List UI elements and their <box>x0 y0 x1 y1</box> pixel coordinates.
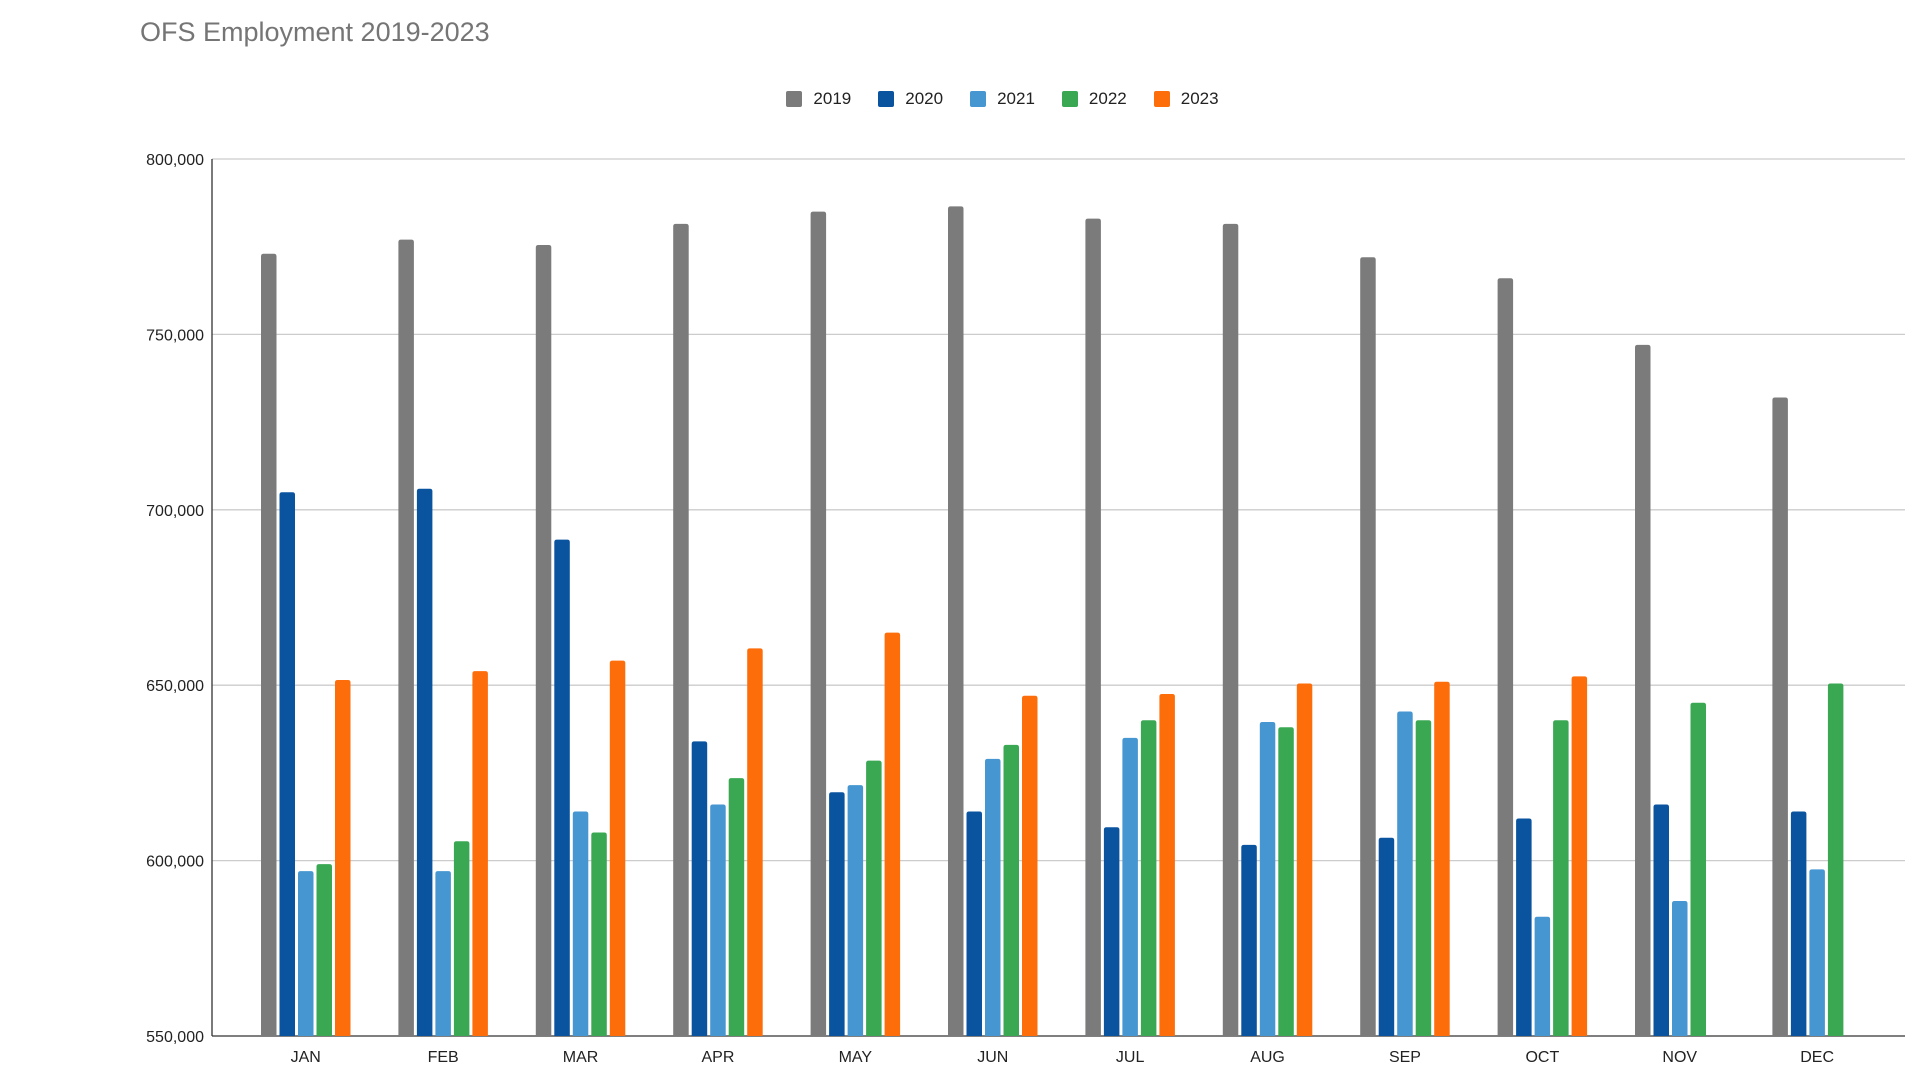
bar-2020-apr <box>691 741 708 1036</box>
bar-2020-jan <box>279 492 295 1036</box>
bar-2021-mar <box>572 811 589 1036</box>
bar-2020-may <box>829 792 845 1036</box>
legend-label: 2019 <box>813 89 852 108</box>
bar-2020-jun <box>966 811 982 1036</box>
bar-2023-jul <box>1159 693 1175 1036</box>
bar-2019-nov <box>1635 344 1651 1036</box>
x-tick-label: MAR <box>563 1049 599 1066</box>
y-tick-label: 800,000 <box>146 152 204 169</box>
bar-2021-jan <box>298 871 314 1036</box>
bar-2019-may <box>810 211 827 1036</box>
legend-item-2022: 2022 <box>1061 89 1127 109</box>
bar-2020-aug <box>1241 844 1257 1036</box>
x-tick-label: JUN <box>977 1049 1008 1066</box>
bar-2021-may <box>847 785 864 1036</box>
x-tick-label: AUG <box>1250 1049 1285 1066</box>
legend-label: 2021 <box>997 89 1035 108</box>
y-tick-label: 650,000 <box>146 678 204 695</box>
bar-2019-sep <box>1360 257 1376 1036</box>
legend-label: 2020 <box>905 89 944 108</box>
legend: 2019 2020 2021 2022 2023 <box>0 86 1920 112</box>
legend-label: 2022 <box>1088 89 1127 108</box>
x-tick-label: APR <box>701 1049 734 1066</box>
bar-2023-apr <box>747 648 763 1036</box>
x-tick-label: OCT <box>1525 1049 1559 1066</box>
x-tick-label: FEB <box>428 1049 459 1066</box>
bar-2023-jun <box>1022 695 1038 1036</box>
x-tick-label: MAY <box>839 1049 873 1066</box>
bar-2021-sep <box>1397 711 1413 1036</box>
legend-swatch <box>1153 91 1170 107</box>
legend-swatch <box>878 91 895 107</box>
y-tick-label: 750,000 <box>146 327 204 344</box>
bar-2020-mar <box>554 539 570 1036</box>
bar-2019-jan <box>261 253 277 1036</box>
bar-2023-jan <box>335 679 351 1036</box>
y-tick-label: 700,000 <box>146 503 204 520</box>
bar-2023-aug <box>1296 683 1313 1036</box>
bar-2023-mar <box>609 660 626 1036</box>
bar-2020-jul <box>1103 827 1120 1036</box>
x-tick-label: SEP <box>1389 1049 1421 1066</box>
x-tick-label: JAN <box>291 1049 321 1066</box>
bar-2022-jul <box>1140 720 1157 1036</box>
chart-title: OFS Employment 2019-2023 <box>140 17 490 47</box>
bar-2019-jul <box>1085 218 1101 1037</box>
bar-2022-apr <box>728 778 745 1036</box>
bar-2020-dec <box>1790 811 1807 1036</box>
bar-2023-feb <box>472 671 488 1036</box>
bar-2023-oct <box>1571 676 1588 1036</box>
bar-2020-feb <box>416 488 433 1036</box>
bar-2022-dec <box>1827 683 1844 1036</box>
bar-2019-jun <box>948 206 964 1036</box>
legend-swatch <box>786 91 803 107</box>
y-tick-label: 600,000 <box>146 854 204 871</box>
bar-2020-nov <box>1653 804 1669 1036</box>
bar-2021-apr <box>710 804 726 1036</box>
legend-item-2023: 2023 <box>1153 89 1219 109</box>
y-tick-label: 550,000 <box>146 1029 204 1046</box>
legend-item-2020: 2020 <box>878 89 943 109</box>
x-tick-label: NOV <box>1662 1049 1697 1066</box>
bar-2022-mar <box>591 832 607 1036</box>
legend-item-2019: 2019 <box>786 89 851 109</box>
bar-2021-jun <box>985 758 1001 1036</box>
bar-2021-jul <box>1122 737 1138 1036</box>
bar-2023-sep <box>1434 681 1450 1036</box>
bar-2019-dec <box>1772 397 1788 1036</box>
x-tick-label: JUL <box>1116 1049 1145 1066</box>
bar-2021-aug <box>1259 722 1276 1036</box>
bar-2021-nov <box>1672 900 1688 1036</box>
bar-2020-oct <box>1516 818 1532 1036</box>
bar-2021-feb <box>435 871 451 1036</box>
bar-2019-apr <box>673 223 689 1036</box>
bar-2019-mar <box>535 244 552 1037</box>
legend-swatch <box>1061 91 1078 107</box>
legend-swatch <box>970 91 987 107</box>
bar-2022-jan <box>316 864 332 1036</box>
bar-2023-may <box>884 632 901 1036</box>
bar-2019-aug <box>1222 223 1239 1036</box>
bar-2020-sep <box>1378 837 1395 1036</box>
bar-2021-dec <box>1809 869 1825 1036</box>
x-tick-label: DEC <box>1800 1049 1834 1066</box>
bar-2022-nov <box>1690 702 1706 1036</box>
bar-2019-feb <box>398 239 414 1036</box>
bar-2022-feb <box>453 841 470 1036</box>
bar-2022-jun <box>1003 744 1019 1036</box>
legend-item-2021: 2021 <box>970 89 1035 109</box>
bar-2021-oct <box>1534 916 1551 1036</box>
bar-2022-sep <box>1415 720 1432 1036</box>
bar-2022-aug <box>1278 727 1294 1036</box>
bar-2019-oct <box>1497 278 1514 1037</box>
legend-label: 2023 <box>1180 89 1219 108</box>
bar-2022-oct <box>1553 720 1569 1036</box>
bar-2022-may <box>866 760 882 1036</box>
